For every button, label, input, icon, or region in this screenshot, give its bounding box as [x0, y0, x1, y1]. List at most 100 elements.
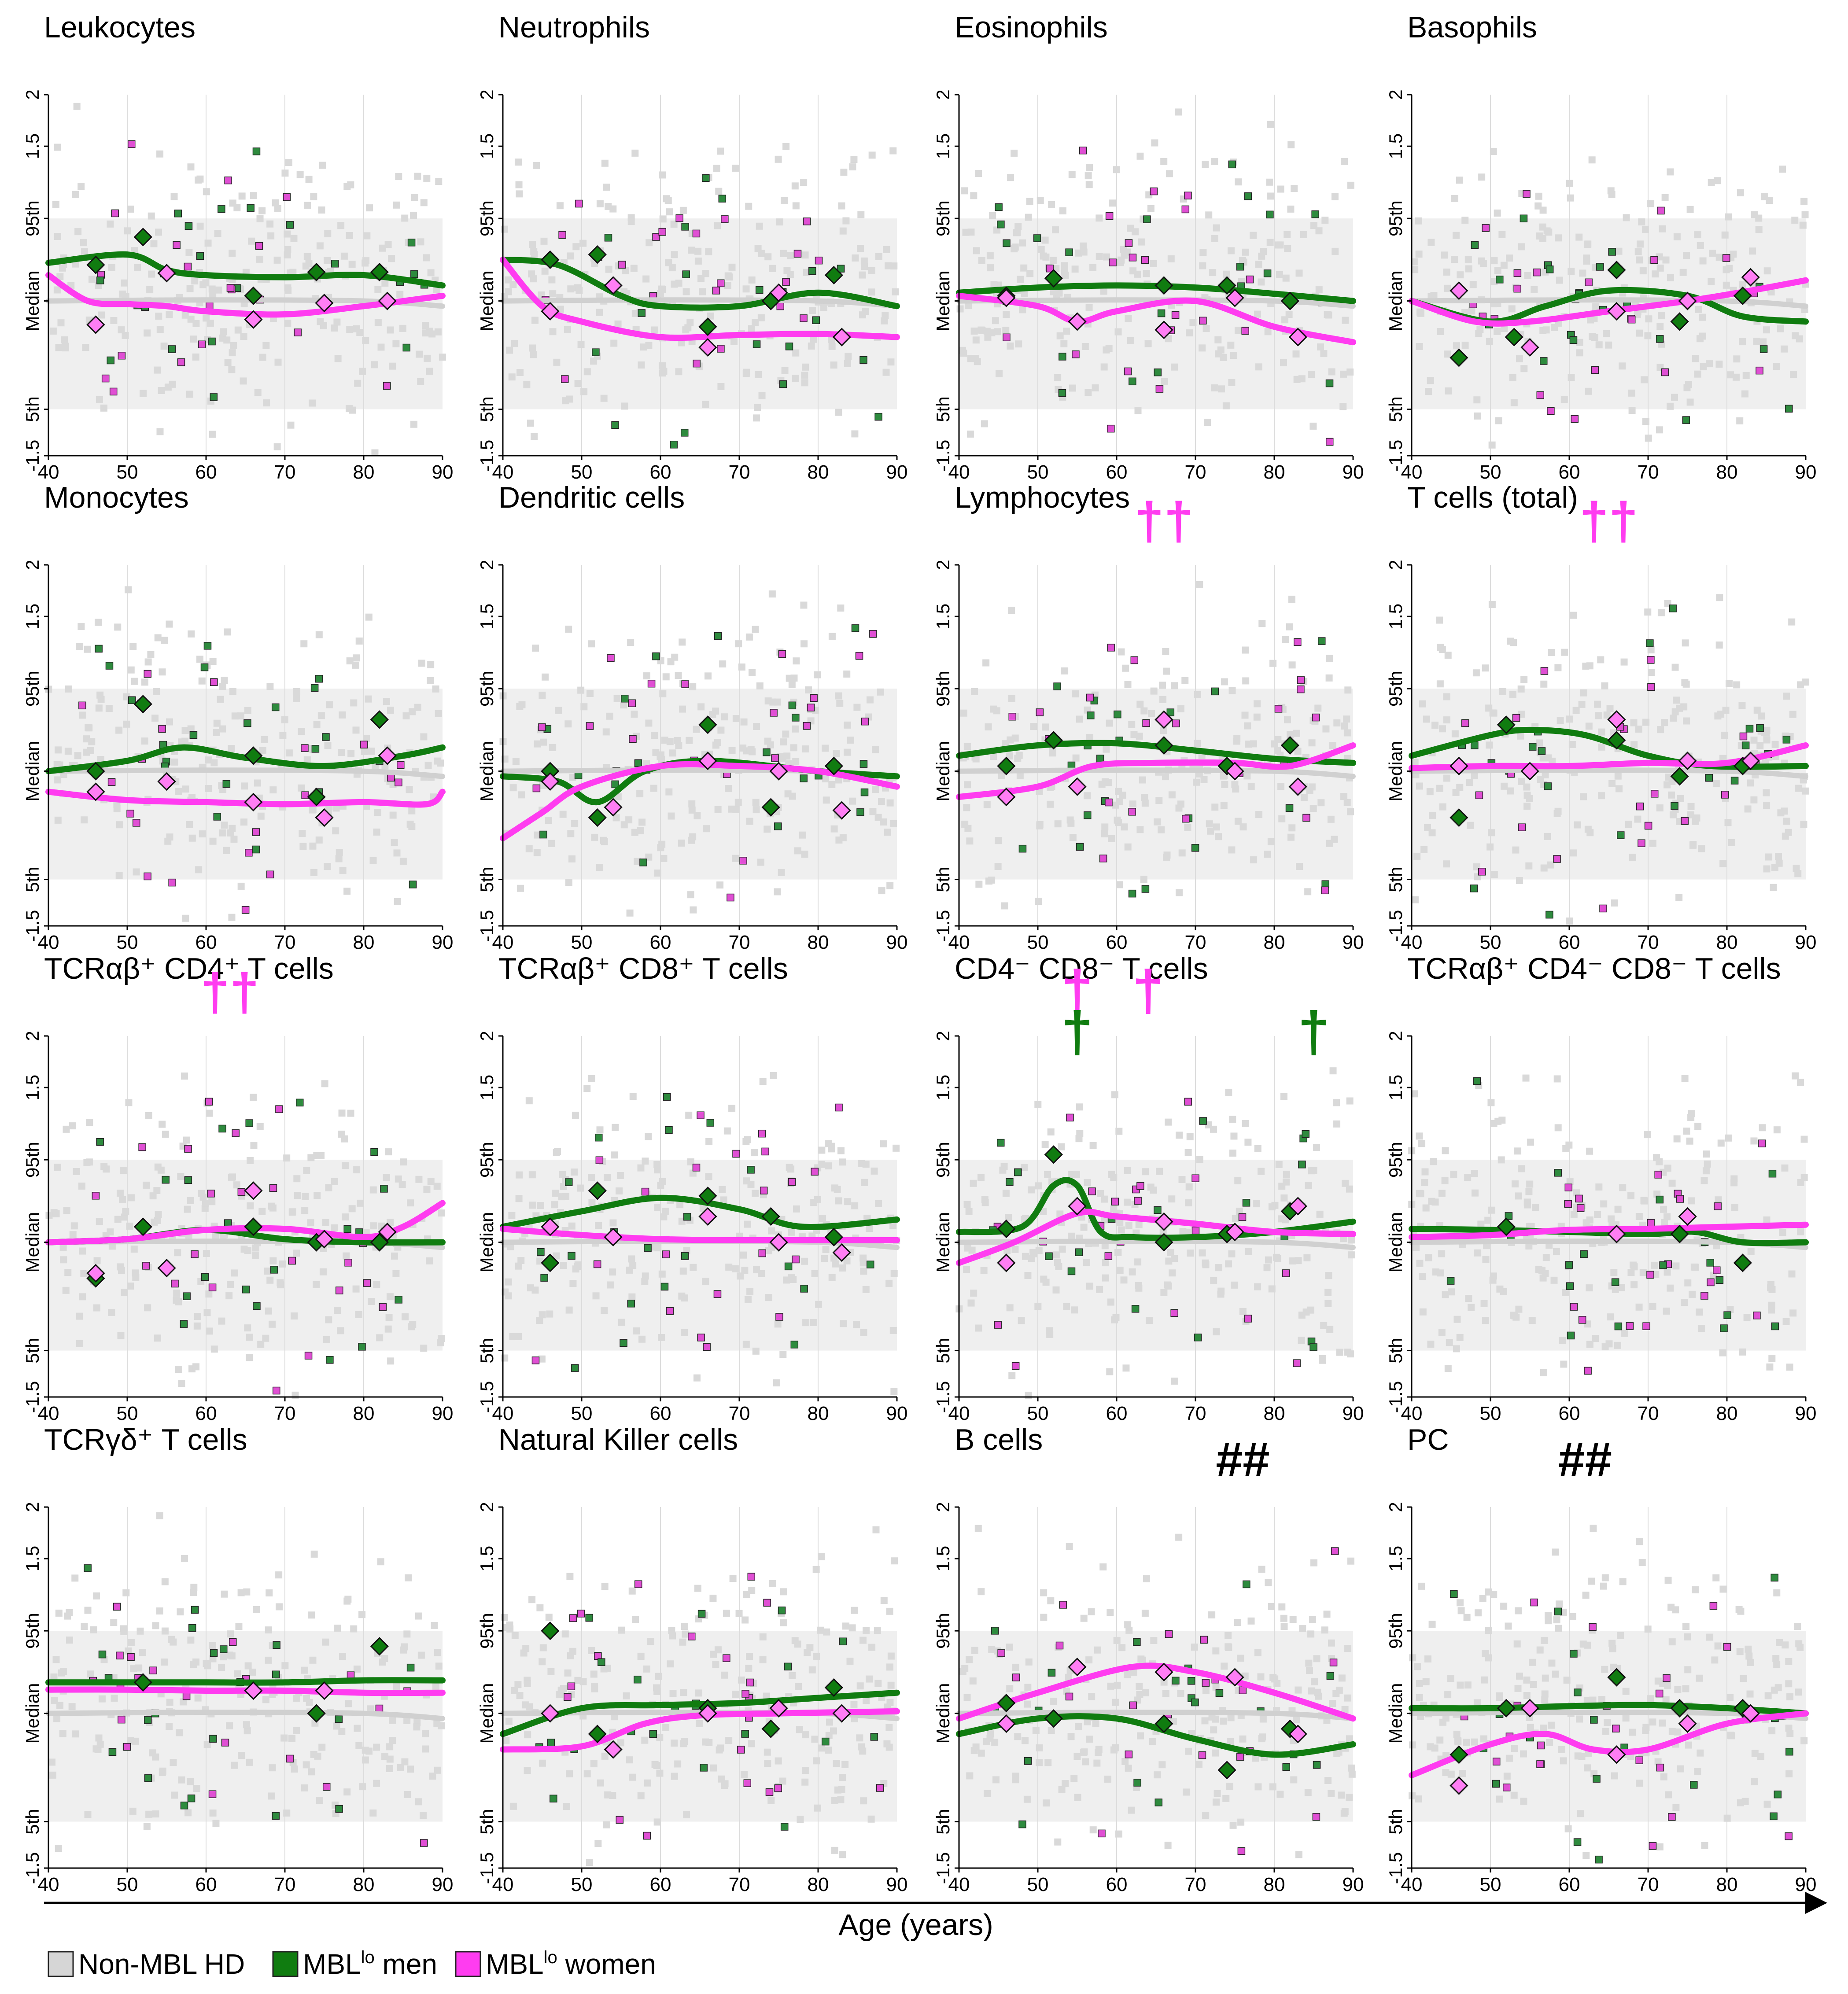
hd-point	[872, 746, 879, 753]
hd-point	[246, 1759, 253, 1766]
hd-point	[1770, 884, 1777, 891]
hd-point	[1183, 1788, 1190, 1795]
women-point	[666, 1308, 673, 1315]
hd-point	[1789, 711, 1796, 718]
hd-point	[217, 696, 224, 703]
hd-point	[1185, 1149, 1192, 1156]
hd-point	[159, 1121, 166, 1128]
hd-point	[1055, 820, 1062, 827]
hd-point	[196, 176, 203, 183]
hd-point	[219, 829, 226, 837]
hd-point	[801, 372, 808, 379]
hd-point	[984, 801, 991, 808]
hd-point	[144, 1304, 151, 1311]
women-point	[384, 382, 391, 389]
hd-point	[1124, 681, 1131, 688]
hd-point	[518, 791, 525, 798]
women-point	[1242, 327, 1249, 334]
hd-point	[1232, 785, 1239, 792]
hd-point	[1416, 1694, 1423, 1701]
hd-point	[1057, 332, 1064, 339]
hd-point	[1738, 702, 1745, 709]
hd-point	[438, 1209, 445, 1216]
hd-point	[1481, 1677, 1488, 1684]
hd-point	[1071, 1306, 1078, 1313]
hd-point	[506, 347, 513, 354]
hd-point	[748, 1740, 755, 1747]
hd-point	[1420, 846, 1427, 853]
women-point	[1184, 1098, 1191, 1105]
hd-point	[355, 1742, 362, 1749]
hd-point	[435, 178, 442, 185]
hd-point	[860, 1329, 867, 1336]
men-point	[1019, 1821, 1026, 1828]
hd-point	[432, 1684, 439, 1691]
hd-point	[1544, 227, 1551, 234]
hd-point	[1472, 1190, 1479, 1197]
men-point	[875, 413, 882, 420]
hd-point	[1212, 1716, 1219, 1723]
hd-point	[705, 1138, 712, 1145]
hd-point	[301, 1784, 308, 1791]
women-point	[810, 694, 817, 701]
hd-point	[702, 1739, 709, 1746]
x-tick-label: 80	[808, 1403, 829, 1424]
hd-point	[1775, 853, 1782, 860]
women-point	[286, 1755, 293, 1762]
hd-point	[223, 336, 230, 343]
hd-point	[566, 395, 573, 402]
hd-point	[577, 687, 584, 694]
hd-point	[1187, 1133, 1194, 1140]
hd-point	[662, 1724, 669, 1731]
hd-point	[1537, 1647, 1544, 1654]
hd-point	[529, 1202, 536, 1209]
hd-point	[159, 668, 166, 675]
hd-point	[1295, 1687, 1302, 1694]
hd-point	[1794, 1623, 1801, 1630]
hd-point	[972, 355, 979, 362]
men-point	[1615, 1323, 1622, 1330]
hd-point	[823, 796, 830, 803]
hd-point	[244, 1324, 251, 1331]
hd-point	[1116, 881, 1123, 888]
hd-point	[646, 239, 653, 246]
men-point	[409, 881, 417, 888]
men-point	[1154, 1206, 1161, 1213]
x-tick-label: 70	[274, 1403, 296, 1424]
hd-point	[775, 156, 782, 163]
hd-point	[1479, 1595, 1487, 1602]
women-point	[1564, 1200, 1571, 1207]
hd-point	[1125, 844, 1132, 851]
women-point	[759, 1130, 766, 1137]
women-point	[102, 375, 109, 382]
women-point	[1156, 385, 1163, 392]
women-point	[1239, 1213, 1246, 1220]
hd-point	[1309, 739, 1316, 746]
hd-point	[1109, 199, 1116, 206]
hd-point	[257, 1341, 264, 1348]
hd-point	[362, 337, 369, 344]
hd-point	[686, 319, 693, 326]
women-point	[345, 1259, 352, 1266]
x-tick-label: 60	[650, 932, 671, 953]
significance-marker: †	[1132, 958, 1164, 1022]
hd-point	[1111, 1091, 1118, 1098]
hd-point	[774, 888, 781, 895]
x-tick-label: 70	[1185, 932, 1206, 953]
hd-point	[586, 690, 594, 697]
hd-point	[290, 235, 297, 242]
hd-point	[408, 823, 415, 830]
hd-point	[1175, 108, 1182, 115]
hd-point	[1011, 245, 1018, 252]
hd-point	[1642, 418, 1649, 425]
men-point	[210, 394, 217, 401]
hd-point	[62, 343, 69, 350]
hd-point	[1634, 816, 1641, 823]
hd-point	[656, 1734, 663, 1741]
hd-point	[116, 821, 123, 828]
hd-point	[554, 1148, 561, 1155]
hd-point	[1110, 1174, 1117, 1181]
hd-point	[1662, 194, 1669, 201]
hd-point	[973, 336, 980, 343]
